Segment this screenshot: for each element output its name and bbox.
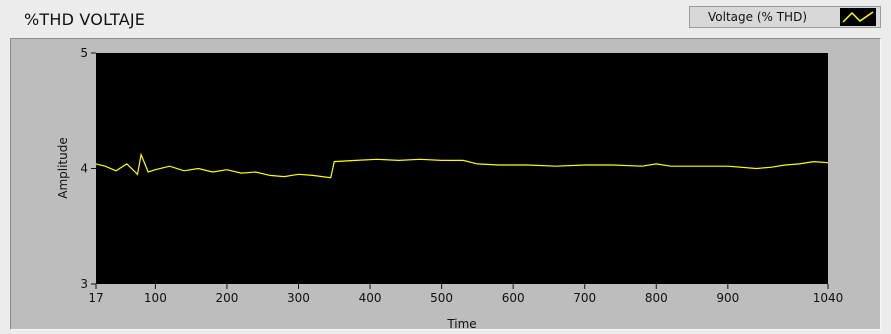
- x-tick-label: 700: [573, 291, 596, 305]
- plot-area: [96, 53, 828, 284]
- x-tick-label: 1040: [813, 291, 844, 305]
- x-tick-label: 500: [430, 291, 453, 305]
- x-tick-label: 900: [716, 291, 739, 305]
- x-tick-label: 100: [144, 291, 167, 305]
- x-tick-label: 200: [215, 291, 238, 305]
- x-tick-label: 17: [88, 291, 103, 305]
- chart-title: %THD VOLTAJE: [24, 10, 146, 29]
- x-axis-label: Time: [446, 317, 476, 331]
- legend-label: Voltage (% THD): [708, 10, 807, 24]
- x-tick-label: 800: [645, 291, 668, 305]
- series-line-voltage-thd: [95, 152, 829, 179]
- legend-line-icon: [840, 8, 876, 26]
- y-tick-label: 3: [80, 277, 88, 291]
- x-tick-label: 300: [287, 291, 310, 305]
- legend[interactable]: Voltage (% THD): [689, 6, 881, 28]
- y-axis-label: Amplitude: [56, 137, 70, 199]
- y-tick-label: 4: [80, 162, 88, 176]
- x-tick-label: 600: [502, 291, 525, 305]
- y-tick-label: 5: [80, 46, 88, 60]
- x-tick-label: 400: [359, 291, 382, 305]
